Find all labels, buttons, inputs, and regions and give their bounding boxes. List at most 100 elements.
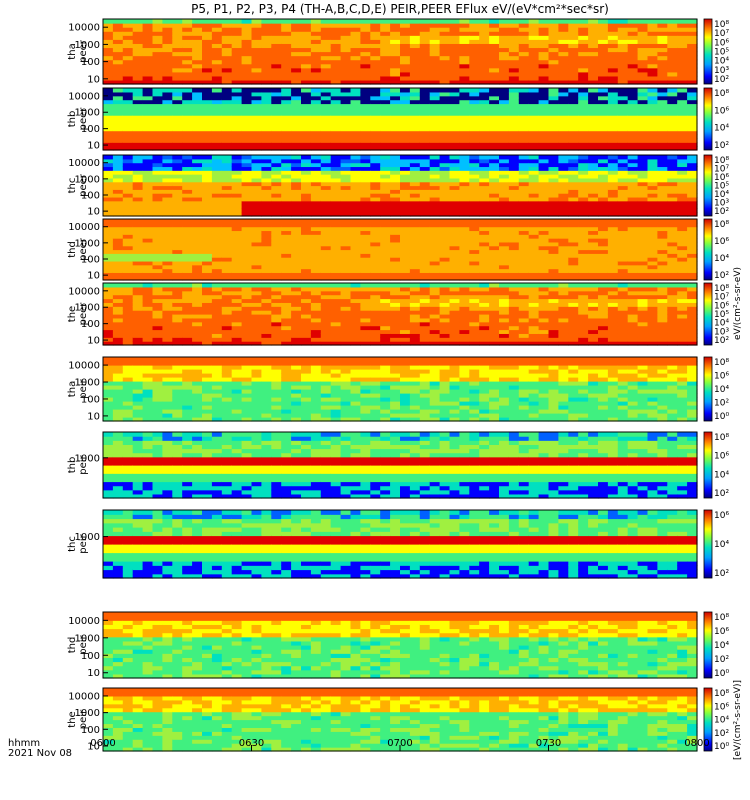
spectrogram-cell	[439, 219, 451, 224]
spectrogram-cell	[558, 142, 569, 147]
spectrogram-cell	[301, 314, 312, 319]
spectrogram-cell	[499, 158, 510, 164]
spectrogram-cell	[508, 222, 520, 228]
spectrogram-cell	[538, 286, 550, 292]
spectrogram-cell	[142, 238, 154, 243]
spectrogram-cell	[578, 306, 589, 311]
spectrogram-cell	[291, 290, 302, 296]
spectrogram-cell	[231, 111, 243, 116]
spectrogram-cell	[400, 238, 411, 243]
spectrogram-cell	[528, 19, 540, 24]
panel-ylabel-probe: tha	[67, 43, 78, 59]
spectrogram-cell	[528, 166, 540, 171]
spectrogram-cell	[340, 234, 352, 239]
spectrogram-cell	[419, 329, 431, 334]
spectrogram-cell	[607, 47, 619, 53]
spectrogram-cell	[271, 130, 282, 136]
spectrogram-cell	[172, 298, 183, 303]
spectrogram-cell	[558, 47, 569, 53]
spectrogram-cell	[112, 272, 124, 277]
spectrogram-cell	[518, 146, 530, 151]
spectrogram-cell	[558, 146, 569, 151]
spectrogram-cell	[677, 71, 688, 77]
spectrogram-cell	[281, 276, 292, 281]
spectrogram-cell	[687, 272, 698, 277]
spectrogram-cell	[508, 122, 520, 128]
spectrogram-cell	[607, 103, 619, 108]
spectrogram-cell	[350, 204, 361, 209]
spectrogram-cell	[489, 321, 500, 327]
spectrogram-cell	[221, 111, 233, 116]
spectrogram-cell	[538, 196, 550, 202]
spectrogram-cell	[330, 111, 342, 116]
spectrogram-cell	[588, 91, 599, 97]
spectrogram-cell	[152, 51, 163, 57]
spectrogram-cell	[548, 208, 559, 213]
spectrogram-cell	[310, 67, 322, 73]
spectrogram-cell	[221, 138, 233, 143]
spectrogram-cell	[598, 294, 609, 300]
spectrogram-cell	[112, 59, 124, 65]
spectrogram-cell	[172, 155, 183, 160]
spectrogram-cell	[162, 162, 173, 168]
spectrogram-cell	[301, 23, 312, 28]
spectrogram-cell	[360, 35, 371, 40]
spectrogram-cell	[568, 294, 579, 300]
spectrogram-cell	[568, 253, 579, 258]
spectrogram-cell	[607, 111, 619, 116]
spectrogram-cell	[231, 107, 243, 112]
spectrogram-cell	[182, 249, 193, 254]
spectrogram-cell	[251, 142, 262, 147]
spectrogram-cell	[172, 75, 183, 81]
spectrogram-cell	[291, 99, 302, 105]
spectrogram-cell	[499, 142, 510, 147]
spectrogram-cell	[241, 174, 253, 179]
spectrogram-cell	[251, 158, 262, 164]
spectrogram-cell	[202, 55, 213, 61]
spectrogram-cell	[637, 264, 649, 270]
spectrogram-cell	[231, 59, 243, 65]
spectrogram-cell	[667, 200, 678, 206]
spectrogram-cell	[667, 95, 678, 101]
spectrogram-cell	[231, 268, 243, 273]
spectrogram-cell	[310, 99, 322, 105]
spectrogram-cell	[103, 321, 114, 327]
spectrogram-cell	[380, 294, 391, 300]
spectrogram-cell	[202, 142, 213, 147]
spectrogram-cell	[211, 115, 223, 120]
spectrogram-cell	[429, 314, 441, 319]
spectrogram-cell	[142, 310, 154, 315]
spectrogram-cell	[182, 134, 193, 139]
spectrogram-cell	[271, 314, 282, 319]
spectrogram-cell	[647, 88, 658, 93]
spectrogram-cell	[310, 146, 322, 151]
spectrogram-cell	[548, 31, 559, 36]
spectrogram-cell	[508, 43, 520, 49]
spectrogram-cell	[390, 245, 401, 251]
spectrogram-cell	[142, 314, 154, 319]
spectrogram-cell	[132, 219, 144, 224]
spectrogram-cell	[499, 200, 510, 206]
spectrogram-cell	[301, 264, 312, 270]
spectrogram-cell	[182, 166, 193, 171]
spectrogram-cell	[301, 31, 312, 36]
spectrogram-cell	[390, 115, 401, 120]
spectrogram-cell	[340, 272, 352, 277]
spectrogram-cell	[261, 155, 272, 160]
spectrogram-cell	[350, 321, 361, 327]
spectrogram-cell	[400, 249, 411, 254]
spectrogram-cell	[637, 51, 649, 57]
y-tick-label: 10000	[68, 23, 100, 34]
spectrogram-cell	[162, 19, 173, 24]
spectrogram-cell	[380, 245, 391, 251]
spectrogram-cell	[538, 174, 550, 179]
spectrogram-cell	[211, 138, 223, 143]
spectrogram-cell	[518, 107, 530, 112]
spectrogram-cell	[261, 39, 272, 44]
spectrogram-cell	[152, 222, 163, 228]
spectrogram-cell	[281, 174, 292, 179]
spectrogram-cell	[370, 189, 381, 194]
spectrogram-cell	[588, 177, 599, 183]
spectrogram-cell	[518, 317, 530, 323]
spectrogram-cell	[479, 158, 490, 164]
